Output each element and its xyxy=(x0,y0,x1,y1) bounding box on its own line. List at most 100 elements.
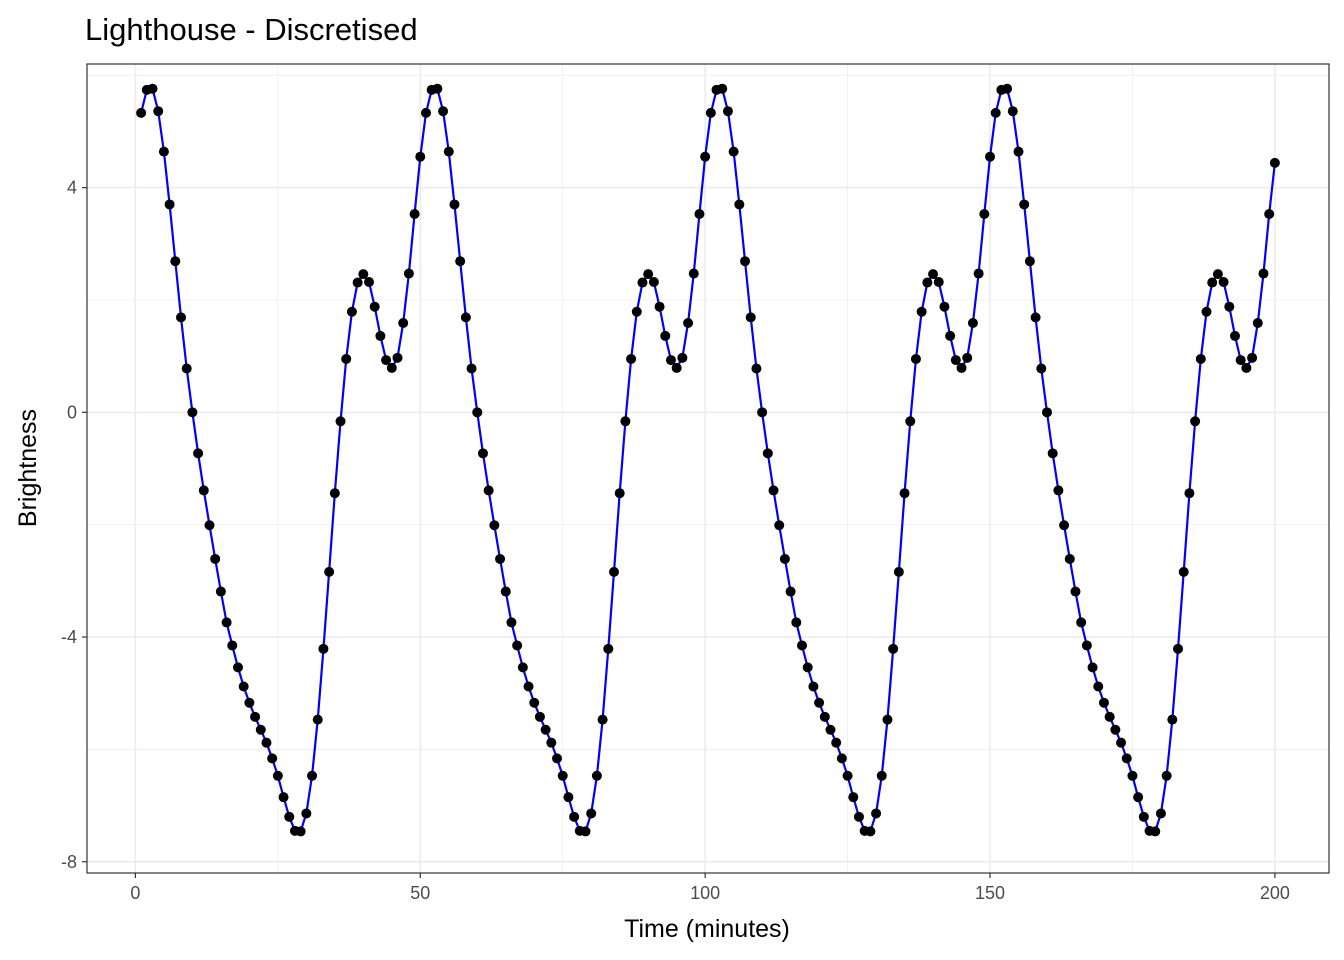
data-point xyxy=(375,330,386,341)
data-point xyxy=(865,826,876,837)
data-point xyxy=(1127,770,1138,781)
x-tick-label: 200 xyxy=(1260,883,1290,903)
data-point xyxy=(301,808,312,819)
data-point xyxy=(466,363,477,374)
data-point xyxy=(358,269,369,280)
data-point xyxy=(170,256,181,267)
data-point xyxy=(717,83,728,94)
x-tick-label: 0 xyxy=(130,883,140,903)
data-point xyxy=(512,640,523,651)
data-point xyxy=(905,416,916,427)
data-point xyxy=(255,724,266,735)
data-point xyxy=(523,681,534,692)
data-point xyxy=(945,330,956,341)
data-point xyxy=(1041,407,1052,418)
data-point xyxy=(232,662,243,673)
data-point xyxy=(910,353,921,364)
data-point xyxy=(557,770,568,781)
data-point xyxy=(768,485,779,496)
data-point xyxy=(734,199,745,210)
data-point xyxy=(284,811,295,822)
data-point xyxy=(597,714,608,725)
x-axis-title: Time (minutes) xyxy=(624,915,790,943)
data-point xyxy=(432,83,443,94)
data-point xyxy=(973,268,984,279)
data-point xyxy=(882,714,893,725)
data-point xyxy=(1019,199,1030,210)
data-point xyxy=(751,363,762,374)
data-point xyxy=(386,362,397,373)
data-point xyxy=(791,617,802,628)
data-point xyxy=(153,106,164,117)
data-point xyxy=(728,146,739,157)
data-point xyxy=(1059,520,1070,531)
data-point xyxy=(1116,737,1127,748)
data-point xyxy=(1212,269,1223,280)
data-point xyxy=(500,586,511,597)
data-point xyxy=(1207,277,1218,288)
data-point xyxy=(871,808,882,819)
data-point xyxy=(626,353,637,364)
data-point xyxy=(364,276,375,287)
data-point xyxy=(671,362,682,373)
data-point xyxy=(1081,640,1092,651)
data-point xyxy=(848,792,859,803)
data-point xyxy=(341,353,352,364)
data-point xyxy=(1007,106,1018,117)
data-point xyxy=(158,146,169,157)
y-axis-title: Brightness xyxy=(14,409,42,527)
data-point xyxy=(272,770,283,781)
data-point xyxy=(660,330,671,341)
data-point xyxy=(705,107,716,118)
data-point xyxy=(546,737,557,748)
x-axis: 0 50 100 150 200 xyxy=(130,873,1290,903)
data-point xyxy=(762,448,773,459)
data-point xyxy=(449,199,460,210)
data-point xyxy=(722,106,733,117)
data-point xyxy=(398,317,409,328)
data-point xyxy=(215,586,226,597)
data-point xyxy=(346,306,357,317)
data-point xyxy=(136,107,147,118)
data-point xyxy=(985,151,996,162)
data-point xyxy=(620,416,631,427)
data-point xyxy=(677,352,688,363)
data-point xyxy=(164,199,175,210)
data-point xyxy=(836,753,847,764)
data-point xyxy=(1104,711,1115,722)
data-point xyxy=(819,711,830,722)
data-point xyxy=(853,811,864,822)
data-point xyxy=(1047,448,1058,459)
data-point xyxy=(802,662,813,673)
data-point xyxy=(335,416,346,427)
data-point xyxy=(1258,268,1269,279)
data-point xyxy=(1133,792,1144,803)
data-point xyxy=(238,681,249,692)
x-tick-label: 50 xyxy=(410,883,430,903)
panel-border xyxy=(86,63,1330,874)
data-point xyxy=(1224,301,1235,312)
data-point xyxy=(312,714,323,725)
data-point xyxy=(1173,643,1184,654)
data-point xyxy=(261,737,272,748)
data-point xyxy=(204,520,215,531)
data-point xyxy=(1030,312,1041,323)
data-point xyxy=(1190,416,1201,427)
data-point xyxy=(415,151,426,162)
y-axis: -8 -4 0 4 xyxy=(61,178,87,872)
data-point xyxy=(1235,355,1246,366)
data-point xyxy=(278,792,289,803)
y-tick-label: -8 xyxy=(61,852,77,872)
data-point xyxy=(1098,697,1109,708)
data-point xyxy=(899,488,910,499)
data-point xyxy=(683,317,694,328)
data-point xyxy=(1247,352,1258,363)
data-point xyxy=(962,352,973,363)
data-point xyxy=(990,107,1001,118)
data-point xyxy=(295,826,306,837)
data-point xyxy=(1002,83,1013,94)
data-point xyxy=(831,737,842,748)
data-point xyxy=(1161,770,1172,781)
data-point xyxy=(608,566,619,577)
